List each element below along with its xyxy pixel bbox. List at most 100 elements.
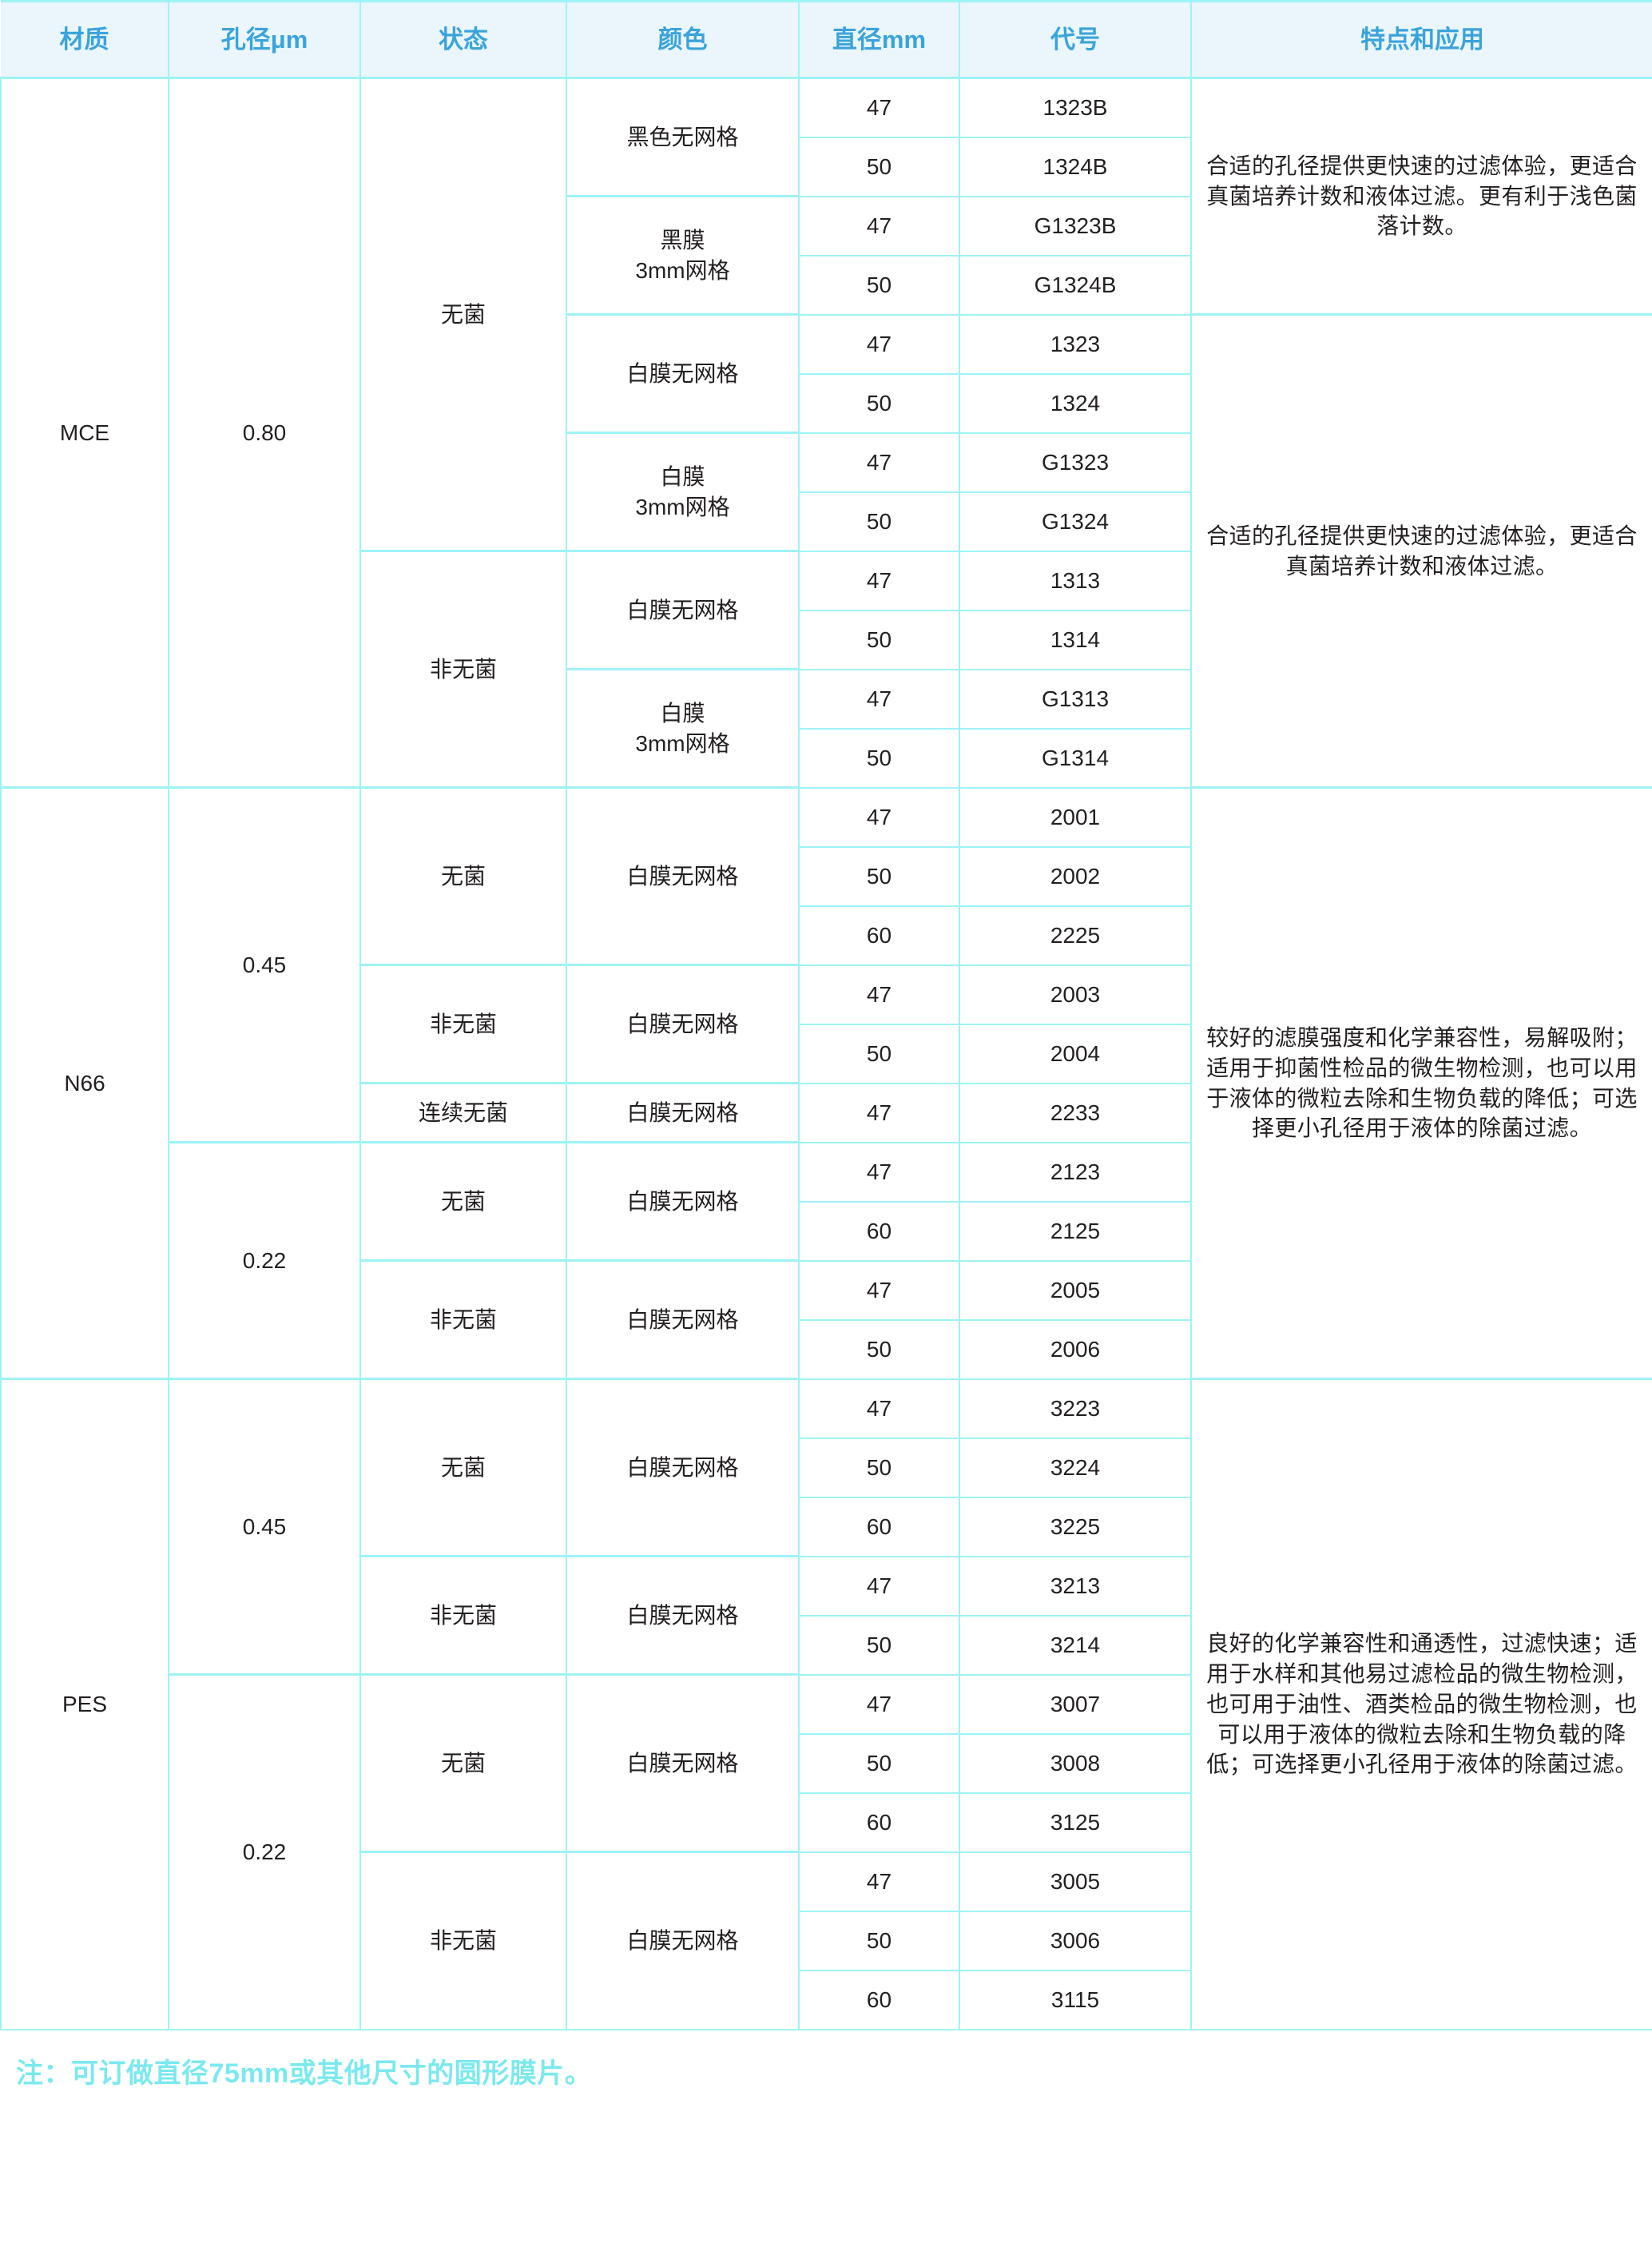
diameter-cell: 60 — [798, 905, 960, 966]
table-row: 50 3008 — [1, 1732, 1652, 1794]
diameter-cell: 47 — [798, 786, 960, 848]
table-row: 非无菌 白膜无网格 47 2003 — [1, 964, 1652, 1084]
pore-size-cell: 0.45 — [168, 786, 361, 1143]
diameter-cell: 50 — [798, 491, 960, 552]
diameter-cell: 50 — [798, 1614, 960, 1676]
table-row: 50 2006 — [1, 1318, 1652, 1380]
diameter-cell: 50 — [798, 1910, 960, 1971]
diameter-cell: 60 — [798, 1792, 960, 1853]
footnote: 注：可订做直径75mm或其他尺寸的圆形膜片。 — [16, 2058, 593, 2089]
color-cell: 白膜无网格 — [566, 1082, 800, 1143]
diameter-cell: 50 — [798, 1318, 960, 1380]
state-cell: 连续无菌 — [359, 1082, 567, 1143]
state-cell: 无菌 — [359, 77, 567, 552]
table-head: 材质 孔径μm 状态 颜色 直径mm 代号 特点和应用 — [1, 0, 1652, 79]
table-row: 非无菌 白膜无网格 47 2005 — [1, 1259, 1652, 1380]
table-row: 60 3125 — [1, 1792, 1652, 1853]
table-row: 白膜 3mm网格 47 G1313 — [1, 668, 1652, 789]
diameter-cell: 50 — [798, 372, 960, 434]
table-row: PES 0.45 无菌 白膜无网格 47 3223 良好的化学兼容性和通透性，过滤快速；适用… — [0, 1378, 1652, 2030]
code-cell: 2004 — [959, 1023, 1192, 1084]
state-cell: 无菌 — [359, 786, 567, 966]
state-cell: 非无菌 — [359, 964, 567, 1084]
code-cell: 1323 — [959, 313, 1192, 375]
diameter-cell: 47 — [798, 1378, 960, 1439]
diameter-cell: 50 — [798, 254, 960, 316]
table-body: MCE 0.80 无菌 黑色无网格 47 1323B 合适的孔径提供更快速的过滤体验，更适合… — [0, 77, 1652, 2030]
code-cell: 3008 — [959, 1732, 1192, 1794]
code-cell: 3213 — [959, 1555, 1192, 1617]
diameter-cell: 60 — [798, 1496, 960, 1557]
color-cell: 白膜 3mm网格 — [566, 431, 800, 552]
column-header-6: 特点和应用 — [1190, 0, 1652, 79]
table-row: 50 1324B — [1, 136, 1652, 197]
state-cell: 非无菌 — [359, 1259, 567, 1380]
diameter-cell: 50 — [798, 136, 960, 197]
diameter-cell: 50 — [798, 845, 960, 907]
material-cell: N66 — [0, 786, 169, 1380]
code-cell: 1314 — [959, 609, 1192, 670]
table-row: 50 3006 — [1, 1910, 1652, 1971]
code-cell: G1324 — [959, 491, 1192, 552]
code-cell: 1323B — [959, 77, 1192, 138]
diameter-cell: 50 — [798, 1732, 960, 1794]
pore-size-cell: 0.22 — [168, 1141, 361, 1380]
table-row: 50 G1314 — [1, 727, 1652, 789]
table-row: 50 G1324B — [1, 254, 1652, 316]
state-cell: 无菌 — [359, 1673, 567, 1853]
diameter-cell: 47 — [798, 431, 960, 493]
color-cell: 白膜无网格 — [566, 1141, 800, 1262]
pore-size-cell: 0.45 — [168, 1378, 361, 1676]
color-cell: 白膜无网格 — [566, 964, 800, 1084]
diameter-cell: 47 — [798, 668, 960, 730]
table-row: 50 2004 — [1, 1023, 1652, 1084]
table-row: 白膜 3mm网格 47 G1323 — [1, 431, 1652, 552]
table-row: 50 G1324 — [1, 491, 1652, 552]
code-cell: G1323 — [959, 431, 1192, 493]
diameter-cell: 47 — [798, 1673, 960, 1735]
table-row: 60 2225 — [1, 905, 1652, 966]
diameter-cell: 60 — [798, 1200, 960, 1262]
code-cell: 3225 — [959, 1496, 1192, 1557]
state-cell: 非无菌 — [359, 550, 567, 789]
feature-cell: 较好的滤膜强度和化学兼容性，易解吸附；适用于抑菌性检品的微生物检测，也可以用于液… — [1190, 786, 1652, 1380]
code-cell: 1324B — [959, 136, 1192, 197]
table-row: 50 2002 — [1, 845, 1652, 907]
membrane-spec-table: 材质 孔径μm 状态 颜色 直径mm 代号 特点和应用 MCE 0.80 无菌 黑色无网格 47 13… — [0, 0, 1652, 2030]
code-cell: 3223 — [959, 1378, 1192, 1439]
diameter-cell: 50 — [798, 1437, 960, 1498]
code-cell: 3006 — [959, 1910, 1192, 1971]
table-row: 50 3214 — [1, 1614, 1652, 1676]
state-cell: 无菌 — [359, 1141, 567, 1262]
feature-cell: 合适的孔径提供更快速的过滤体验，更适合真菌培养计数和液体过滤。 — [1190, 313, 1652, 789]
material-cell: PES — [0, 1378, 169, 2030]
diameter-cell: 47 — [798, 1555, 960, 1617]
diameter-cell: 47 — [798, 77, 960, 138]
diameter-cell: 50 — [798, 609, 960, 670]
table-row: 黑膜 3mm网格 47 G1323B — [1, 195, 1652, 316]
feature-cell: 合适的孔径提供更快速的过滤体验，更适合真菌培养计数和液体过滤。更有利于浅色菌落计… — [1190, 77, 1652, 316]
code-cell: 2006 — [959, 1318, 1192, 1380]
column-header-2: 状态 — [359, 0, 567, 79]
header-row: 材质 孔径μm 状态 颜色 直径mm 代号 特点和应用 — [1, 0, 1652, 79]
code-cell: 2005 — [959, 1259, 1192, 1321]
table-row: 非无菌 白膜无网格 47 3005 — [1, 1851, 1652, 2030]
diameter-cell: 50 — [798, 727, 960, 789]
diameter-cell: 50 — [798, 1023, 960, 1084]
code-cell: 3224 — [959, 1437, 1192, 1498]
table-row: 50 1314 — [1, 609, 1652, 670]
table-row: 白膜无网格 47 1323 合适的孔径提供更快速的过滤体验，更适合真菌培养计数和液体过… — [1, 313, 1652, 789]
table-row: 0.22 无菌 白膜无网格 47 2123 — [1, 1141, 1652, 1380]
table-row: 50 1324 — [1, 372, 1652, 434]
diameter-cell: 47 — [798, 1082, 960, 1143]
code-cell: 3115 — [959, 1969, 1192, 2030]
code-cell: 2125 — [959, 1200, 1192, 1262]
column-header-5: 代号 — [959, 0, 1192, 79]
table-row: 60 2125 — [1, 1200, 1652, 1262]
color-cell: 白膜无网格 — [566, 786, 800, 966]
diameter-cell: 47 — [798, 550, 960, 611]
color-cell: 白膜无网格 — [566, 1378, 800, 1557]
table-row: 60 3115 — [1, 1969, 1652, 2030]
code-cell: 3214 — [959, 1614, 1192, 1676]
